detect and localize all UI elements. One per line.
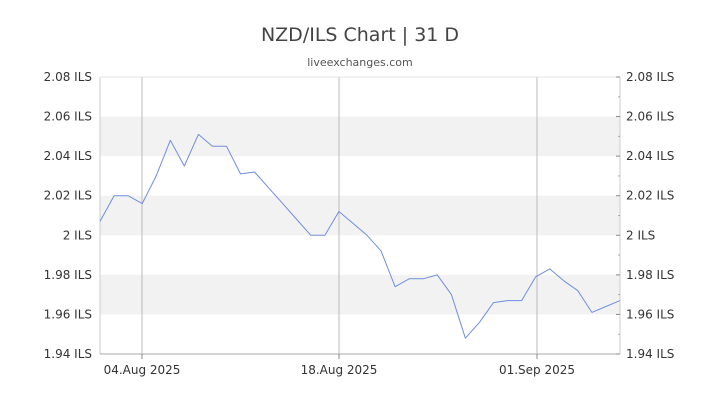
grid-band-0 <box>100 116 620 157</box>
y-tick-label-left: 2.06 ILS <box>44 110 92 124</box>
y-tick-label-right: 2.06 ILS <box>626 110 674 124</box>
grid-band-2 <box>100 274 620 315</box>
y-axis-right: 2.08 ILS 2.06 ILS 2.04 ILS 2.02 ILS 2 ILS 1.9… <box>616 70 674 361</box>
y-tick-label-left: 1.94 ILS <box>44 347 92 361</box>
y-tick-label-left: 2.08 ILS <box>44 70 92 84</box>
y-tick-label-right: 2 ILS <box>626 228 655 242</box>
grid-bands <box>100 116 620 315</box>
chart-title: NZD/ILS Chart | 31 D <box>260 24 460 46</box>
y-tick-label-left: 2.04 ILS <box>44 149 92 163</box>
y-tick-label-right: 1.94 ILS <box>626 347 674 361</box>
y-tick-label-left: 1.96 ILS <box>44 307 92 321</box>
series-layer <box>99 133 621 339</box>
y-tick-label-right: 1.98 ILS <box>626 268 674 282</box>
y-tick-label-left: 1.98 ILS <box>44 268 92 282</box>
y-tick-label-right: 2.08 ILS <box>626 70 674 84</box>
y-tick-label-right: 2.04 ILS <box>626 149 674 163</box>
y-axis-left: 2.08 ILS 2.06 ILS 2.04 ILS 2.02 ILS 2 ILS 1.9… <box>44 70 92 361</box>
y-tick-label-right: 2.02 ILS <box>626 189 674 203</box>
y-tick-label-right: 1.96 ILS <box>626 307 674 321</box>
x-tick-label: 18.Aug 2025 <box>301 363 378 377</box>
x-axis: 04.Aug 2025 18.Aug 2025 01.Sep 2025 <box>104 354 575 377</box>
vertical-gridlines <box>141 77 538 354</box>
series-line-0 <box>99 133 621 339</box>
y-tick-label-left: 2.02 ILS <box>44 189 92 203</box>
plot-area-border <box>99 76 621 355</box>
x-tick-label: 04.Aug 2025 <box>104 363 181 377</box>
y-tick-label-left: 2 ILS <box>63 228 92 242</box>
grid-band-1 <box>100 195 620 236</box>
chart-subtitle: liveexchanges.com <box>307 56 413 69</box>
x-tick-label: 01.Sep 2025 <box>499 363 575 377</box>
